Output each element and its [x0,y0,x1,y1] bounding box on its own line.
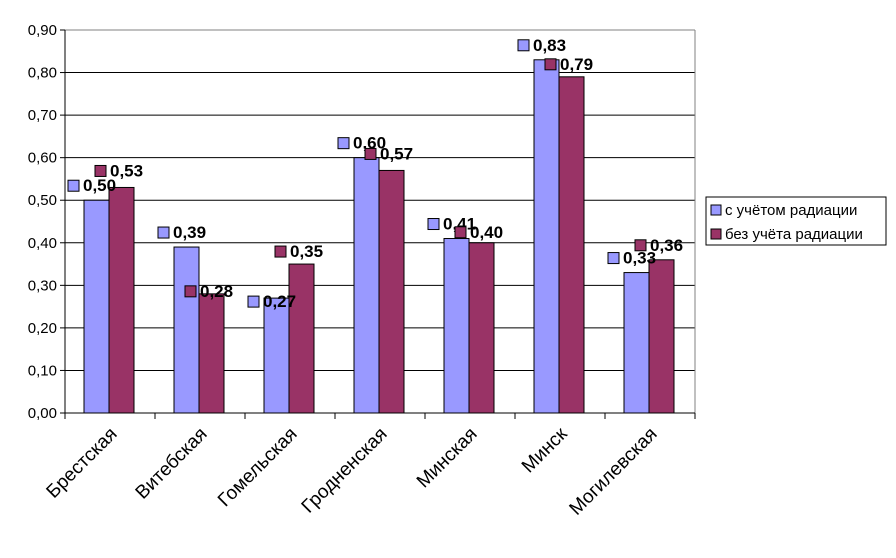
bar-without-radiation [198,293,225,414]
bar-with-radiation [83,199,110,414]
data-label: 0,40 [470,223,503,242]
y-tick-label: 0,10 [28,362,57,379]
data-label-key [454,226,467,239]
data-label-key [544,58,557,71]
bar-without-radiation [468,242,495,414]
data-label-key [337,137,350,150]
category-label: Минская [413,424,482,493]
data-label-key [157,226,170,239]
data-labels: 0,500,53 0,39 0,28 0,27 0,35 0,600,57 0,410,40… [67,36,683,311]
data-label-key [67,179,80,192]
legend-swatch-series-0 [710,204,722,216]
category-label: Гродненская [298,424,392,518]
legend-box [705,196,887,246]
data-label-key [94,164,107,177]
data-label-key [184,285,197,298]
bar-without-radiation [288,263,315,414]
data-label: 0,57 [380,144,413,163]
y-tick-label: 0,30 [28,277,57,294]
data-label: 0,41 [443,215,476,234]
category-label: Минск [518,423,572,477]
data-label: 0,33 [623,249,656,268]
data-label: 0,60 [353,134,386,153]
category-label: Гомельская [214,424,301,511]
data-label-key [517,39,530,52]
data-label: 0,36 [650,236,683,255]
data-label-key [427,218,440,231]
bar-without-radiation [648,259,675,414]
y-tick-label: 0,00 [28,405,57,422]
data-label: 0,83 [533,36,566,55]
data-label: 0,27 [263,292,296,311]
bar-without-radiation [108,186,135,414]
y-tick-label: 0,50 [28,192,57,209]
data-label-key [634,239,647,252]
y-tick-label: 0,90 [28,22,57,39]
data-label-key [607,252,620,265]
data-label: 0,28 [200,282,233,301]
y-tick-label: 0,80 [28,65,57,82]
data-label: 0,35 [290,242,323,261]
bar-without-radiation [558,76,585,414]
category-label: Брестская [43,424,122,503]
data-label: 0,39 [173,223,206,242]
y-tick-label: 0,40 [28,235,57,252]
legend-swatch-series-1 [710,228,722,240]
y-tick-label: 0,60 [28,150,57,167]
data-label-key [364,147,377,160]
legend-label-series-0: с учётом радиации [725,202,857,219]
legend-label-series-1: без учёта радиации [725,226,863,243]
bar-with-radiation [173,246,200,414]
category-label: Могилевская [566,424,662,520]
bar-without-radiation [378,169,405,414]
bar-with-radiation [263,297,290,414]
legend: с учётом радиации без учёта радиации [705,196,887,246]
y-tick-label: 0,20 [28,320,57,337]
bar-with-radiation [443,238,470,414]
data-label-key [274,245,287,258]
bar-with-radiation [533,59,560,414]
data-label: 0,50 [83,176,116,195]
data-label: 0,79 [560,55,593,74]
bar-with-radiation [623,272,650,414]
data-label-key [247,295,260,308]
data-label: 0,53 [110,161,143,180]
y-tick-label: 0,70 [28,107,57,124]
category-label: Витебская [132,424,212,504]
bars [83,59,675,414]
bar-with-radiation [353,157,380,414]
